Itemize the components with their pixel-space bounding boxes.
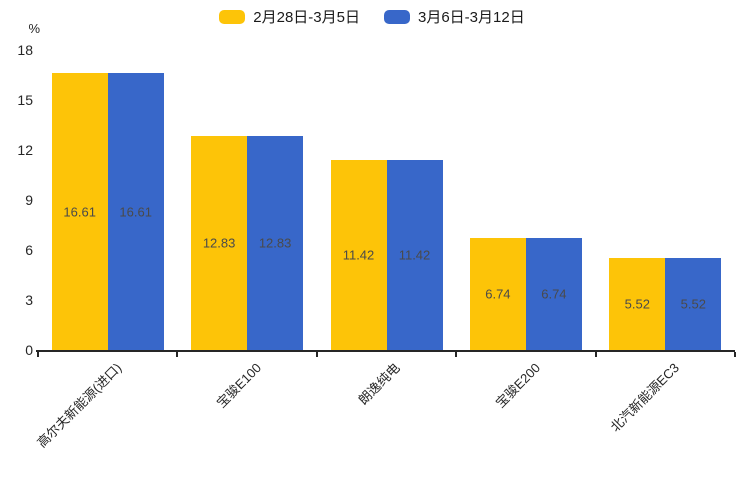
bar-series0-cat3: 6.74 xyxy=(469,237,526,350)
bar-value-label: 11.42 xyxy=(342,247,375,263)
legend-item-0[interactable]: 2月28日-3月5日 xyxy=(219,6,360,27)
y-tick-label: 9 xyxy=(25,192,33,208)
y-axis-unit-label: % xyxy=(28,21,40,36)
bar-value-label: 11.42 xyxy=(398,247,431,263)
bar-value-label: 5.52 xyxy=(680,296,706,312)
y-tick-label: 0 xyxy=(25,342,33,358)
bar-series0-cat0: 16.61 xyxy=(51,73,108,350)
bar-value-label: 16.61 xyxy=(63,204,96,220)
bar-series1-cat0: 16.61 xyxy=(107,73,164,350)
x-tick-label: 宝骏E200 xyxy=(492,360,543,411)
y-tick-label: 12 xyxy=(17,142,33,158)
x-axis-tick xyxy=(315,352,318,357)
x-tick-label: 朗逸纯电 xyxy=(355,360,404,408)
legend-color-swatch xyxy=(219,9,246,24)
legend: 2月28日-3月5日 3月6日-3月12日 xyxy=(0,6,744,27)
bar-value-label: 5.52 xyxy=(624,296,650,312)
bar-series1-cat2: 11.42 xyxy=(386,159,443,350)
bar-value-label: 12.83 xyxy=(202,235,236,251)
y-tick-label: 6 xyxy=(25,242,33,258)
x-axis-tick xyxy=(37,352,39,357)
legend-label: 3月6日-3月12日 xyxy=(418,9,525,26)
y-tick-label: 3 xyxy=(25,292,33,308)
bar-value-label: 6.74 xyxy=(485,286,511,302)
x-tick-label: 宝骏E100 xyxy=(213,360,264,411)
bar-value-label: 12.83 xyxy=(258,235,292,251)
y-tick-label: 18 xyxy=(17,42,33,58)
bar-value-label: 6.74 xyxy=(541,286,567,302)
x-axis-tick xyxy=(594,352,597,357)
plot-area: 16.61 16.61 高尔夫新能源(进口) 12.83 12.83 宝骏E100 11.4… xyxy=(34,50,736,450)
x-axis-tick xyxy=(455,352,458,357)
bar-series1-cat1: 12.83 xyxy=(247,136,304,350)
bar-series0-cat4: 5.52 xyxy=(609,258,666,350)
bar-series0-cat1: 12.83 xyxy=(191,136,248,350)
x-tick-label: 高尔夫新能源(进口) xyxy=(34,360,125,451)
y-tick-label: 15 xyxy=(17,92,33,108)
x-axis-tick xyxy=(176,352,179,357)
legend-label: 2月28日-3月5日 xyxy=(253,9,360,26)
bar-series0-cat2: 11.42 xyxy=(330,159,387,350)
bar-series1-cat4: 5.52 xyxy=(665,258,722,350)
x-axis-line xyxy=(36,350,735,352)
bar-series1-cat3: 6.74 xyxy=(525,237,582,350)
legend-item-1[interactable]: 3月6日-3月12日 xyxy=(384,6,525,27)
y-axis-labels: 0 3 6 9 12 15 18 xyxy=(0,0,33,370)
bar-value-label: 16.61 xyxy=(119,204,152,220)
legend-color-swatch xyxy=(384,9,410,24)
x-axis-tick xyxy=(734,352,736,357)
x-tick-label: 北汽新能源EC3 xyxy=(607,360,683,435)
